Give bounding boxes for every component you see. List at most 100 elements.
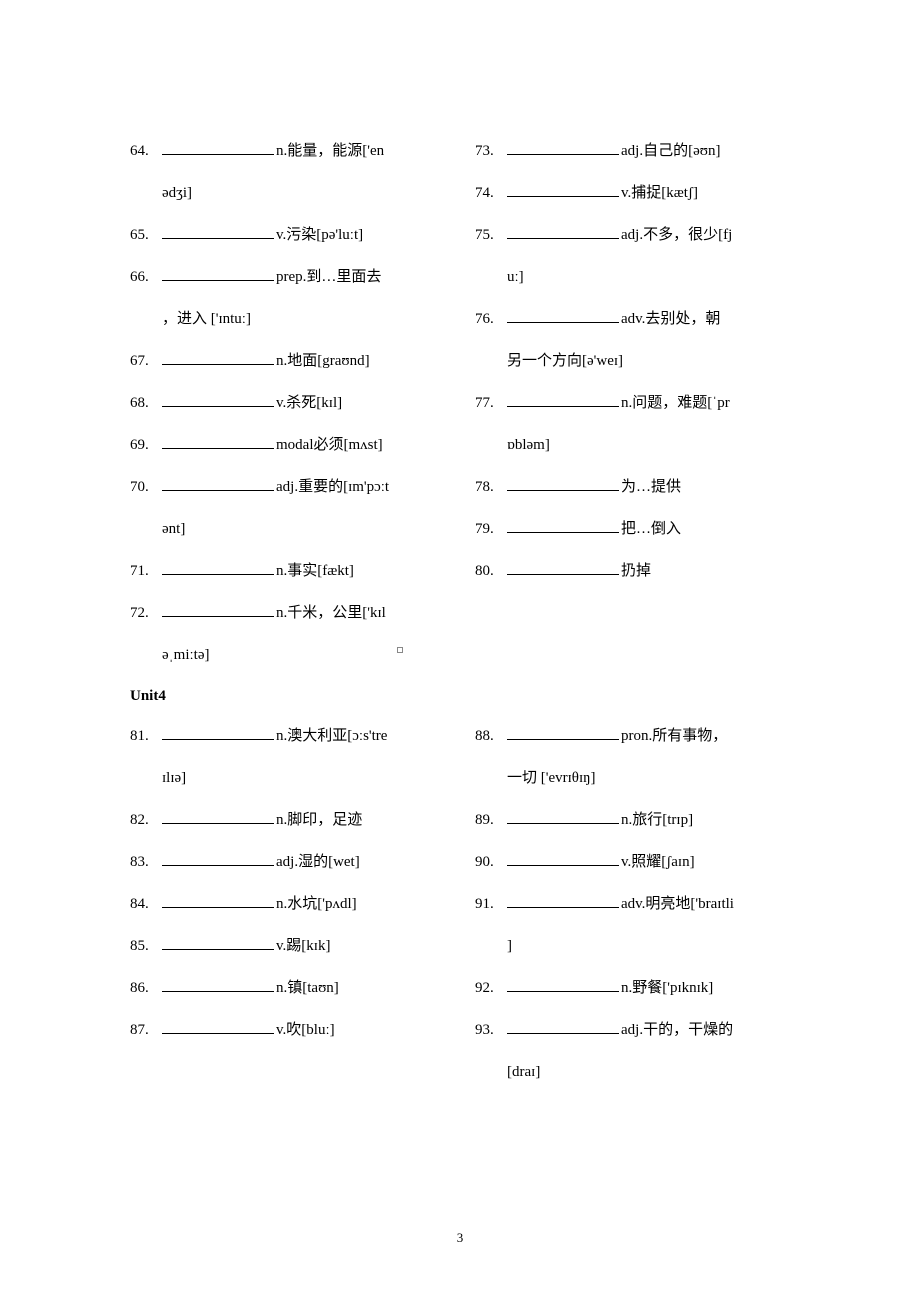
unit-header: Unit4 <box>130 680 790 713</box>
definition-text: n.水坑['pʌdl] <box>276 883 357 925</box>
fill-blank <box>507 560 619 575</box>
definition-text: n.问题，难题[ˈpr <box>621 382 730 424</box>
vocab-item: 87.v.吹[bluː] <box>130 1009 445 1051</box>
vocab-item: 88. pron.所有事物， <box>475 715 790 757</box>
definition-continuation: ɒbləm] <box>475 424 790 466</box>
fill-blank <box>162 809 274 824</box>
item-number: 84. <box>130 883 162 925</box>
fill-blank <box>507 182 619 197</box>
definition-continuation: ɪlɪə] <box>130 757 445 799</box>
item-number: 69. <box>130 424 162 466</box>
item-number: 64. <box>130 130 162 172</box>
definition-text: adj.自己的[əʊn] <box>621 130 720 172</box>
fill-blank <box>162 977 274 992</box>
item-number: 86. <box>130 967 162 1009</box>
definition-continuation: [draɪ] <box>475 1051 790 1093</box>
definition-text: adj.干的，干燥的 <box>621 1009 733 1051</box>
item-number: 68. <box>130 382 162 424</box>
fill-blank <box>507 1019 619 1034</box>
page-dot-marker <box>397 647 403 653</box>
definition-text: pron.所有事物， <box>621 715 727 757</box>
vocab-item: 70. adj.重要的[ɪm'pɔːt <box>130 466 445 508</box>
definition-text: 扔掉 <box>621 550 651 592</box>
definition-text: adv.去别处，朝 <box>621 298 720 340</box>
item-number: 91. <box>475 883 507 925</box>
vocab-item: 73. adj.自己的[əʊn] <box>475 130 790 172</box>
item-number: 74. <box>475 172 507 214</box>
vocab-item: 72. n.千米，公里['kɪl <box>130 592 445 634</box>
definition-text: v.污染[pə'luːt] <box>276 214 363 256</box>
vocab-item: 76.adv.去别处，朝 <box>475 298 790 340</box>
vocab-item: 75.adj.不多，很少[fj <box>475 214 790 256</box>
vocab-item: 66. prep.到…里面去 <box>130 256 445 298</box>
fill-blank <box>507 392 619 407</box>
definition-continuation: ] <box>475 925 790 967</box>
item-number: 82. <box>130 799 162 841</box>
vocab-item: 65. v.污染[pə'luːt] <box>130 214 445 256</box>
item-number: 73. <box>475 130 507 172</box>
definition-text: modal必须[mʌst] <box>276 424 383 466</box>
item-number: 70. <box>130 466 162 508</box>
fill-blank <box>162 1019 274 1034</box>
definition-text: n.澳大利亚[ɔːs'tre <box>276 715 387 757</box>
definition-text: v.捕捉[kætʃ] <box>621 172 698 214</box>
fill-blank <box>507 518 619 533</box>
definition-text: n.事实[fækt] <box>276 550 354 592</box>
definition-continuation: ，进入 ['ɪntuː] <box>130 298 445 340</box>
vocab-item: 85.v.踢[kɪk] <box>130 925 445 967</box>
definition-text: n.千米，公里['kɪl <box>276 592 386 634</box>
item-number: 81. <box>130 715 162 757</box>
definition-continuation: ənt] <box>130 508 445 550</box>
item-number: 66. <box>130 256 162 298</box>
item-number: 65. <box>130 214 162 256</box>
fill-blank <box>507 725 619 740</box>
definition-text: prep.到…里面去 <box>276 256 381 298</box>
vocab-item: 79.把…倒入 <box>475 508 790 550</box>
vocab-item: 91.adv.明亮地['braɪtli <box>475 883 790 925</box>
fill-blank <box>162 350 274 365</box>
item-number: 72. <box>130 592 162 634</box>
fill-blank <box>162 602 274 617</box>
definition-text: n.能量，能源['en <box>276 130 384 172</box>
fill-blank <box>162 851 274 866</box>
fill-blank <box>507 851 619 866</box>
section2-left-column: 81. n.澳大利亚[ɔːs'treɪlɪə]82. n.脚印，足迹 83. adj.湿… <box>130 715 445 1093</box>
vocab-item: 93. adj.干的，干燥的 <box>475 1009 790 1051</box>
definition-text: n.脚印，足迹 <box>276 799 362 841</box>
definition-text: adj.重要的[ɪm'pɔːt <box>276 466 389 508</box>
vocab-item: 83. adj.湿的[wet] <box>130 841 445 883</box>
item-number: 85. <box>130 925 162 967</box>
item-number: 88. <box>475 715 507 757</box>
vocab-item: 86.n.镇[taʊn] <box>130 967 445 1009</box>
definition-continuation: əˌmiːtə] <box>130 634 445 676</box>
item-number: 71. <box>130 550 162 592</box>
fill-blank <box>507 476 619 491</box>
item-number: 89. <box>475 799 507 841</box>
definition-text: adj.湿的[wet] <box>276 841 360 883</box>
page-number: 3 <box>0 1230 920 1246</box>
item-number: 77. <box>475 382 507 424</box>
item-number: 67. <box>130 340 162 382</box>
fill-blank <box>507 224 619 239</box>
item-number: 75. <box>475 214 507 256</box>
definition-text: 为…提供 <box>621 466 681 508</box>
fill-blank <box>507 140 619 155</box>
vocab-item: 82. n.脚印，足迹 <box>130 799 445 841</box>
section1-right-column: 73. adj.自己的[əʊn] 74. v.捕捉[kætʃ]75.adj.不多，很少… <box>475 130 790 676</box>
vocab-item: 89. n.旅行[trɪp] <box>475 799 790 841</box>
section2-columns: 81. n.澳大利亚[ɔːs'treɪlɪə]82. n.脚印，足迹 83. adj.湿… <box>130 715 790 1093</box>
item-number: 92. <box>475 967 507 1009</box>
definition-text: n.旅行[trɪp] <box>621 799 693 841</box>
fill-blank <box>507 809 619 824</box>
definition-continuation: 另一个方向[ə'weɪ] <box>475 340 790 382</box>
vocab-item: 69. modal必须[mʌst] <box>130 424 445 466</box>
item-number: 90. <box>475 841 507 883</box>
fill-blank <box>162 476 274 491</box>
vocab-item: 67.n.地面[graʊnd] <box>130 340 445 382</box>
fill-blank <box>507 977 619 992</box>
item-number: 93. <box>475 1009 507 1051</box>
vocab-item: 77. n.问题，难题[ˈpr <box>475 382 790 424</box>
item-number: 83. <box>130 841 162 883</box>
fill-blank <box>162 392 274 407</box>
fill-blank <box>162 725 274 740</box>
